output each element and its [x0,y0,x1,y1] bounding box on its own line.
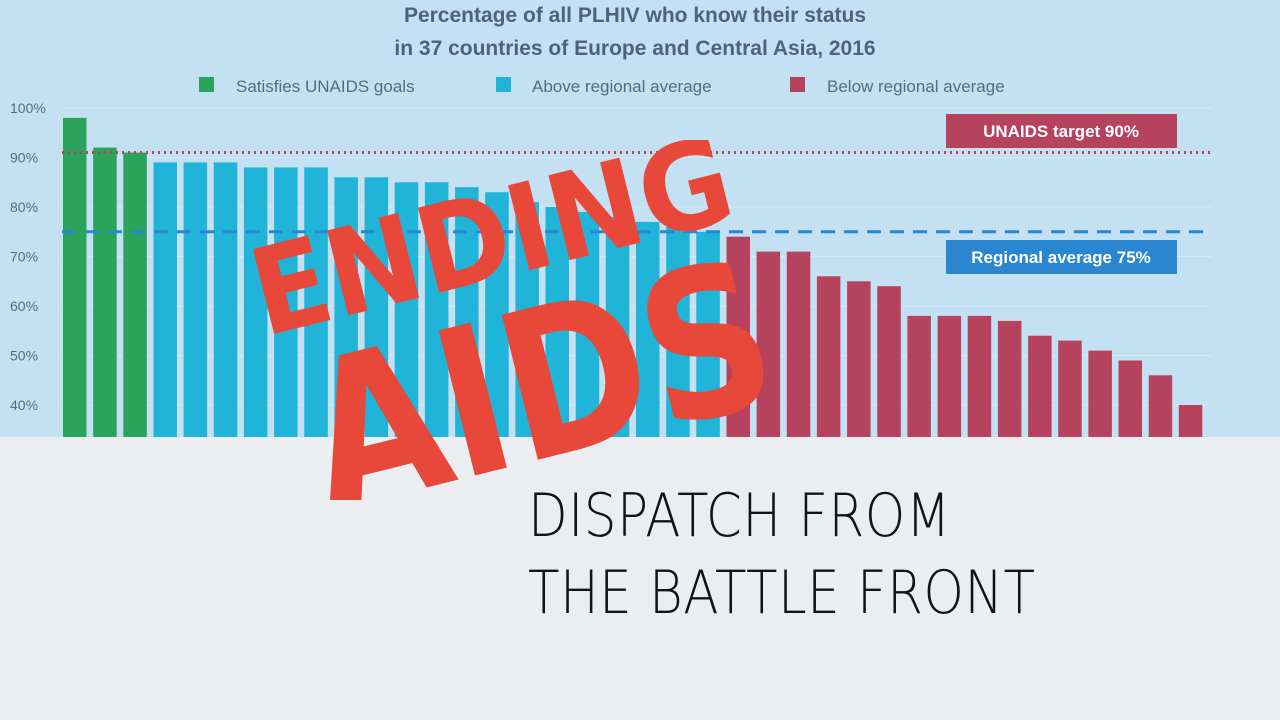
regional-average-badge-bg [946,240,1177,274]
bar [455,187,479,437]
bar [153,162,177,437]
bar [364,177,389,437]
legend-label-green: Satisfies UNAIDS goals [236,77,415,96]
bar [907,315,931,437]
bar [847,281,871,437]
y-tick-label: 100% [10,100,46,116]
y-tick-label: 80% [10,199,38,215]
bar [123,152,147,437]
legend: Satisfies UNAIDS goals Above regional av… [199,77,1005,96]
headline: DISPATCH FROM THE BATTLE FRONT [528,478,1035,632]
bar [636,221,660,437]
bar [334,177,358,437]
bar [394,182,419,437]
bar [967,315,992,437]
bar [937,315,962,437]
chart-title-line2: in 37 countries of Europe and Central As… [394,37,875,60]
legend-swatch-blue [496,77,511,92]
unaids-target-badge: UNAIDS target 90% [946,114,1177,148]
bar [183,162,208,437]
legend-label-red: Below regional average [827,77,1005,96]
bar [816,276,841,437]
y-tick-label: 50% [10,348,38,364]
bar [1028,335,1052,437]
bar [605,216,630,437]
chart-title-line1: Percentage of all PLHIV who know their s… [404,4,866,27]
bar-chart: Percentage of all PLHIV who know their s… [10,4,1212,437]
headline-line1: DISPATCH FROM [528,481,951,551]
bar [726,236,750,437]
bar [424,182,449,437]
bar [93,147,117,437]
regional-average-badge: Regional average 75% [946,240,1177,274]
y-tick-label: 70% [10,249,38,265]
bar [1058,340,1082,437]
bar [877,286,901,437]
legend-swatch-green [199,77,214,92]
bar [515,202,539,437]
bar [243,167,268,437]
y-axis-ticks: 40% 50% 60% 70% 80% 90% 100% [10,100,46,413]
headline-line2: THE BATTLE FRONT [528,557,1036,628]
bar [1118,360,1142,437]
bar [304,167,328,437]
y-tick-label: 90% [10,150,38,166]
bar [696,231,720,437]
bar [997,320,1022,437]
bar [485,192,509,437]
bar [1178,405,1203,437]
bar [63,117,87,437]
regional-average-label: Regional average 75% [971,248,1151,267]
lower-panel [0,437,1280,720]
bar [666,226,690,437]
y-tick-label: 60% [10,298,38,314]
bar [756,251,781,437]
chart-panel: Percentage of all PLHIV who know their s… [0,0,1280,437]
unaids-target-label: UNAIDS target 90% [983,122,1139,141]
y-tick-label: 40% [10,397,38,413]
bar [213,162,238,437]
bar [545,207,569,437]
legend-swatch-red [790,77,805,92]
unaids-target-badge-bg [946,114,1177,148]
legend-label-blue: Above regional average [532,77,712,96]
bar [1148,375,1173,437]
bars [63,117,1203,437]
bar [1088,350,1112,437]
bar [575,211,600,437]
bar [786,251,811,437]
bar [274,167,298,437]
